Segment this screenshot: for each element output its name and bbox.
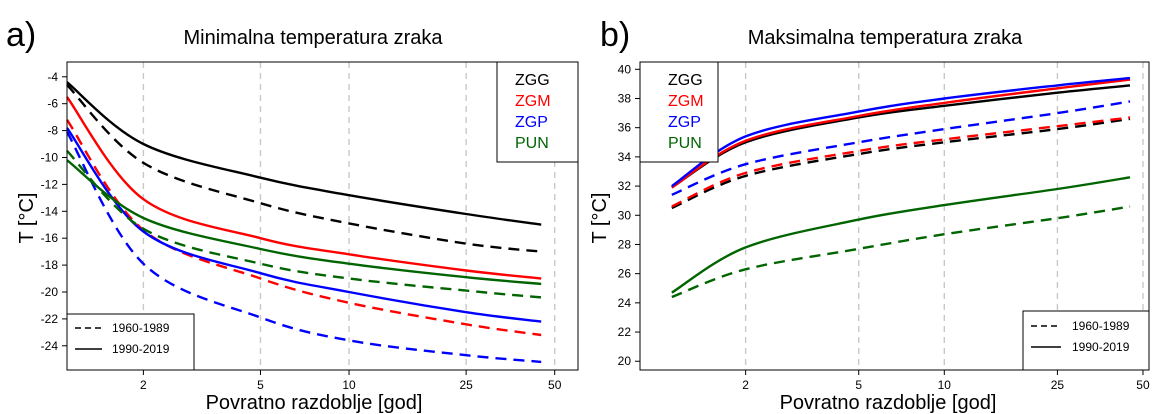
y-tick-label: 24	[618, 296, 632, 310]
legend-stations	[496, 61, 579, 163]
series-line-zgg-1990-2019	[671, 84, 1131, 189]
y-tick-label: -6	[47, 97, 58, 111]
y-tick-label: 38	[618, 91, 632, 105]
legend-station-label: ZGG	[668, 72, 703, 89]
y-tick-label: -8	[47, 124, 58, 138]
x-tick-label: 2	[140, 378, 147, 392]
y-tick-label: -22	[41, 312, 59, 326]
series-line-zgg-1960-1989	[66, 84, 542, 253]
legend-station-label: ZGP	[515, 114, 548, 131]
series-line-zgg-1990-2019	[66, 81, 542, 226]
series-line-zgp-1960-1989	[65, 131, 542, 364]
legend-stations	[639, 61, 719, 163]
series-line-zgp-1990-2019	[671, 76, 1131, 188]
y-tick-label: 26	[618, 267, 632, 281]
plot-area	[65, 62, 556, 370]
legend-station-label: PUN	[668, 135, 702, 152]
series-line-zgg-1960-1989	[671, 117, 1131, 210]
x-tick-label: 25	[459, 378, 473, 392]
x-axis-label: Povratno razdoblje [god]	[206, 392, 423, 414]
y-tick-label: 20	[618, 354, 632, 368]
series-line-zgm-1960-1989	[671, 116, 1131, 208]
legend-station-label: ZGM	[668, 93, 704, 110]
chart-title: Minimalna temperatura zraka	[184, 27, 444, 49]
plot-frame	[66, 61, 579, 371]
x-tick-label: 50	[1136, 378, 1150, 392]
y-axis-label: T [°C]	[16, 193, 38, 244]
y-tick-label: -10	[41, 150, 59, 164]
series-line-zgp-1990-2019	[66, 127, 542, 323]
legend-station-label: ZGP	[668, 114, 701, 131]
y-tick-label: -18	[41, 258, 59, 272]
y-tick-label: -14	[41, 204, 59, 218]
y-tick-label: 22	[618, 325, 632, 339]
series-line-pun-1960-1989	[671, 205, 1131, 299]
plot-frame	[639, 61, 1150, 371]
series-line-zgp-1960-1989	[671, 100, 1131, 196]
legend-station-label: ZGM	[515, 93, 551, 110]
y-axis-label: T [°C]	[589, 193, 611, 244]
chart-title: Maksimalna temperatura zraka	[748, 27, 1023, 49]
y-tick-label: -20	[41, 285, 59, 299]
x-tick-label: 25	[1051, 378, 1065, 392]
x-tick-label: 2	[742, 378, 749, 392]
series-line-pun-1960-1989	[66, 149, 542, 299]
series-line-zgm-1990-2019	[671, 78, 1131, 189]
y-tick-label: -12	[41, 177, 59, 191]
y-tick-label: 36	[618, 121, 632, 135]
x-tick-label: 10	[342, 378, 356, 392]
legend-period-label: 1960-1989	[112, 321, 170, 335]
x-tick-label: 5	[257, 378, 264, 392]
y-tick-label: 30	[618, 208, 632, 222]
y-tick-label: 34	[618, 150, 632, 164]
panel-minimum-temperature: a) Minimalna temperatura zraka T [°C] Po…	[6, 16, 579, 414]
y-tick-label: -4	[47, 70, 58, 84]
x-tick-label: 50	[548, 378, 562, 392]
legend-periods	[66, 313, 195, 371]
legend-periods	[1022, 310, 1150, 371]
y-tick-label: 28	[618, 237, 632, 251]
series-line-pun-1990-2019	[671, 176, 1131, 294]
x-axis-label: Povratno razdoblje [god]	[780, 392, 997, 414]
legend-period-label: 1990-2019	[112, 342, 170, 356]
series-line-pun-1990-2019	[66, 159, 542, 286]
legend-period-label: 1990-2019	[1072, 340, 1130, 354]
series-line-zgm-1990-2019	[66, 96, 542, 280]
panel-label: a)	[6, 16, 36, 54]
y-tick-label: -16	[41, 231, 59, 245]
x-tick-label: 5	[855, 378, 862, 392]
legend-station-label: PUN	[515, 135, 549, 152]
y-tick-label: 32	[618, 179, 632, 193]
legend-station-label: ZGG	[515, 72, 550, 89]
series-line-zgm-1960-1989	[66, 119, 542, 337]
panel-maximum-temperature: b) Maksimalna temperatura zraka T [°C] P…	[589, 16, 1150, 414]
y-tick-label: 40	[618, 62, 632, 76]
panel-label: b)	[600, 16, 630, 54]
legend-period-label: 1960-1989	[1072, 319, 1130, 333]
x-tick-label: 10	[938, 378, 952, 392]
y-tick-label: -24	[41, 339, 59, 353]
